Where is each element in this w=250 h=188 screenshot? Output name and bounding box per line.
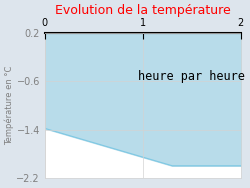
Y-axis label: Température en °C: Température en °C — [4, 66, 14, 145]
Text: heure par heure: heure par heure — [138, 70, 245, 83]
Title: Evolution de la température: Evolution de la température — [55, 4, 231, 17]
